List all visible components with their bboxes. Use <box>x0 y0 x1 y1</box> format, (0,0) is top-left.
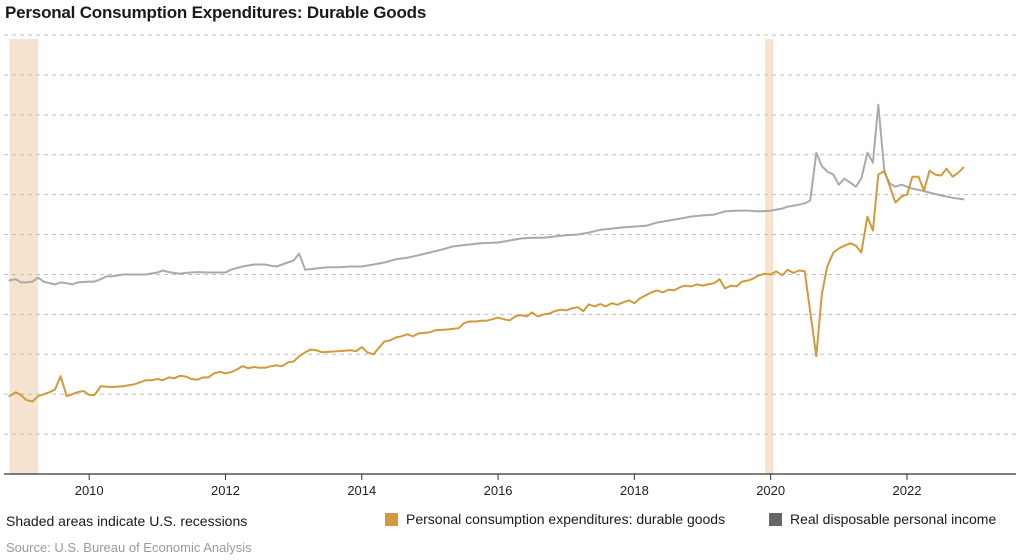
legend-swatch-pce <box>385 512 398 526</box>
x-tick-label: 2022 <box>893 483 922 498</box>
chart-footer: Shaded areas indicate U.S. recessions So… <box>0 508 1024 560</box>
legend-label-rdi: Real disposable personal income <box>790 511 997 527</box>
x-tick-label: 2014 <box>347 483 376 498</box>
x-tick-label: 2012 <box>211 483 240 498</box>
gridlines <box>4 34 1016 435</box>
recession-band <box>9 39 39 474</box>
series-line-rdi <box>8 103 965 286</box>
recession-note: Shaded areas indicate U.S. recessions <box>6 513 248 529</box>
recession-band <box>765 39 774 474</box>
x-tick-label: 2020 <box>756 483 785 498</box>
line-chart: 2010 2012 2014 2016 2018 2020 2022 <box>4 34 1016 498</box>
x-tick-label: 2010 <box>75 483 104 498</box>
series-line-pce <box>8 166 965 403</box>
source-text: Source: U.S. Bureau of Economic Analysis <box>6 540 252 555</box>
x-tick-label: 2016 <box>484 483 513 498</box>
series-lines <box>8 103 965 403</box>
chart-title: Personal Consumption Expenditures: Durab… <box>5 3 427 22</box>
x-tick-label: 2018 <box>620 483 649 498</box>
legend-item-rdi: Real disposable personal income <box>769 511 996 527</box>
legend-label-pce: Personal consumption expenditures: durab… <box>406 511 726 527</box>
recession-bands <box>9 39 774 474</box>
x-axis-ticks: 2010 2012 2014 2016 2018 2020 2022 <box>75 474 922 498</box>
legend-swatch-rdi <box>769 512 782 526</box>
legend-item-pce: Personal consumption expenditures: durab… <box>385 511 725 527</box>
